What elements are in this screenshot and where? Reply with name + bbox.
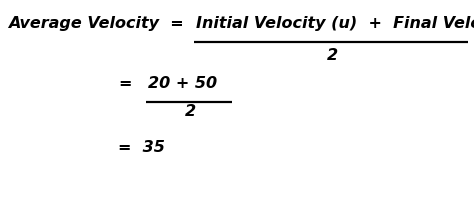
Text: 20 + 50: 20 + 50 (148, 76, 217, 91)
Text: Initial Velocity (u)  +  Final Velocity (v): Initial Velocity (u) + Final Velocity (v… (196, 16, 474, 31)
Text: =: = (118, 76, 131, 91)
Text: =  35: = 35 (118, 140, 165, 155)
Text: 2: 2 (184, 104, 196, 119)
Text: Average Velocity  =: Average Velocity = (8, 16, 195, 31)
Text: 2: 2 (327, 48, 337, 63)
